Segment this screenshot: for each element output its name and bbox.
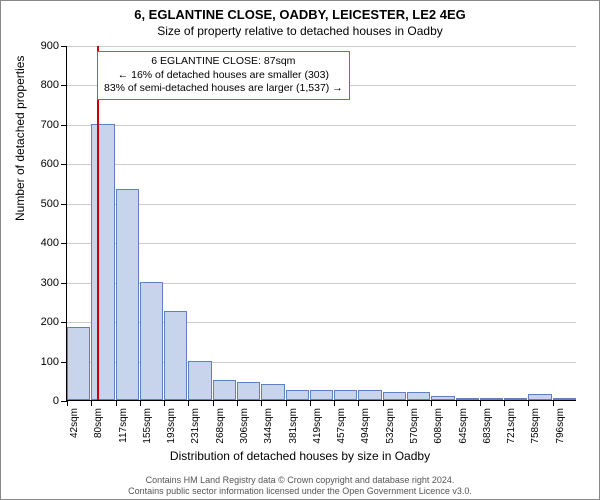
histogram-bar xyxy=(480,398,503,400)
x-tick-label: 721sqm xyxy=(506,408,517,444)
histogram-bar xyxy=(528,394,551,400)
histogram-bar xyxy=(140,282,163,400)
y-tick-label: 0 xyxy=(53,395,59,407)
histogram-bar xyxy=(456,398,479,400)
plot-area: 010020030040050060070080090042sqm80sqm11… xyxy=(66,46,576,401)
histogram-bar xyxy=(164,311,187,400)
histogram-bar xyxy=(67,327,90,400)
x-tick xyxy=(237,400,238,406)
info-box-line: 83% of semi-detached houses are larger (… xyxy=(104,82,343,96)
gridline xyxy=(67,243,576,244)
y-tick xyxy=(61,283,67,284)
x-tick-label: 344sqm xyxy=(263,408,274,444)
histogram-bar xyxy=(504,398,527,400)
y-tick xyxy=(61,46,67,47)
histogram-bar xyxy=(286,390,309,400)
footer-line-2: Contains public sector information licen… xyxy=(1,486,599,497)
x-tick-label: 570sqm xyxy=(409,408,420,444)
y-tick-label: 500 xyxy=(41,198,59,210)
y-tick xyxy=(61,204,67,205)
x-tick xyxy=(383,400,384,406)
x-tick xyxy=(188,400,189,406)
histogram-bar xyxy=(383,392,406,400)
x-tick xyxy=(480,400,481,406)
x-tick xyxy=(528,400,529,406)
x-tick xyxy=(310,400,311,406)
x-tick-label: 758sqm xyxy=(530,408,541,444)
x-axis-label: Distribution of detached houses by size … xyxy=(1,449,599,463)
x-tick-label: 683sqm xyxy=(482,408,493,444)
gridline xyxy=(67,164,576,165)
x-tick xyxy=(286,400,287,406)
x-tick-label: 796sqm xyxy=(555,408,566,444)
footer-line-1: Contains HM Land Registry data © Crown c… xyxy=(1,475,599,486)
gridline xyxy=(67,46,576,47)
x-tick xyxy=(164,400,165,406)
y-tick xyxy=(61,322,67,323)
x-tick xyxy=(116,400,117,406)
x-tick-label: 645sqm xyxy=(458,408,469,444)
y-tick-label: 600 xyxy=(41,158,59,170)
y-tick-label: 200 xyxy=(41,316,59,328)
histogram-bar xyxy=(116,189,139,400)
x-tick xyxy=(456,400,457,406)
histogram-bar xyxy=(91,124,114,400)
x-tick-label: 419sqm xyxy=(312,408,323,444)
y-tick xyxy=(61,125,67,126)
info-box-line: 6 EGLANTINE CLOSE: 87sqm xyxy=(104,55,343,69)
histogram-bar xyxy=(213,380,236,400)
y-tick-label: 700 xyxy=(41,119,59,131)
x-tick xyxy=(431,400,432,406)
x-tick-label: 381sqm xyxy=(288,408,299,444)
x-tick-label: 193sqm xyxy=(166,408,177,444)
x-tick-label: 42sqm xyxy=(69,408,80,438)
x-tick xyxy=(504,400,505,406)
footer-attribution: Contains HM Land Registry data © Crown c… xyxy=(1,475,599,497)
y-tick-label: 300 xyxy=(41,277,59,289)
histogram-bar xyxy=(553,398,576,400)
x-tick-label: 457sqm xyxy=(336,408,347,444)
histogram-bar xyxy=(310,390,333,400)
histogram-bar xyxy=(334,390,357,400)
chart-container: 6, EGLANTINE CLOSE, OADBY, LEICESTER, LE… xyxy=(0,0,600,500)
chart-subtitle: Size of property relative to detached ho… xyxy=(1,24,599,38)
gridline xyxy=(67,125,576,126)
x-tick xyxy=(334,400,335,406)
x-tick-label: 532sqm xyxy=(385,408,396,444)
x-tick xyxy=(91,400,92,406)
info-box: 6 EGLANTINE CLOSE: 87sqm← 16% of detache… xyxy=(97,51,350,100)
histogram-bar xyxy=(358,390,381,400)
y-axis-label: Number of detached properties xyxy=(13,56,27,221)
x-tick-label: 117sqm xyxy=(118,408,129,443)
x-tick xyxy=(358,400,359,406)
y-tick xyxy=(61,243,67,244)
x-tick xyxy=(553,400,554,406)
x-tick-label: 231sqm xyxy=(190,408,201,444)
gridline xyxy=(67,204,576,205)
histogram-bar xyxy=(431,396,454,400)
x-tick xyxy=(140,400,141,406)
x-tick-label: 155sqm xyxy=(142,408,153,444)
histogram-bar xyxy=(261,384,284,400)
y-tick-label: 100 xyxy=(41,356,59,368)
y-tick xyxy=(61,85,67,86)
histogram-bar xyxy=(237,382,260,400)
histogram-bar xyxy=(188,361,211,400)
x-tick-label: 268sqm xyxy=(215,408,226,444)
info-box-line: ← 16% of detached houses are smaller (30… xyxy=(104,69,343,83)
x-tick-label: 608sqm xyxy=(433,408,444,444)
x-tick xyxy=(213,400,214,406)
x-tick-label: 306sqm xyxy=(239,408,250,444)
x-tick-label: 494sqm xyxy=(360,408,371,444)
histogram-bar xyxy=(407,392,430,400)
y-tick-label: 800 xyxy=(41,79,59,91)
y-tick xyxy=(61,164,67,165)
chart-title: 6, EGLANTINE CLOSE, OADBY, LEICESTER, LE… xyxy=(1,7,599,22)
y-tick-label: 900 xyxy=(41,40,59,52)
x-tick xyxy=(261,400,262,406)
x-tick xyxy=(407,400,408,406)
x-tick-label: 80sqm xyxy=(93,408,104,438)
x-tick xyxy=(67,400,68,406)
y-tick-label: 400 xyxy=(41,237,59,249)
